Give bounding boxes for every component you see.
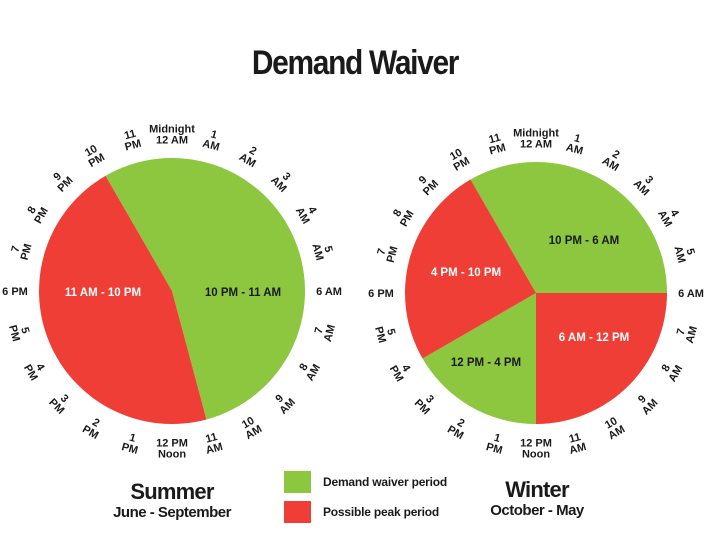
hour-label: 7PM	[8, 240, 34, 262]
hour-label: 8AM	[657, 358, 685, 384]
hour-label: 2AM	[237, 142, 263, 170]
hour-label: 2PM	[445, 414, 471, 442]
hour-label: 7AM	[311, 321, 338, 343]
summer-clock: 10 PM - 11 AM 11 AM - 10 PM Midnight 12 AM 1…	[2, 124, 342, 461]
summer-caption: Summer June - September	[96, 480, 248, 522]
hour-label: 5AM	[671, 242, 698, 264]
hour-label: 9AM	[632, 389, 660, 417]
hour-label: 6 AM	[316, 286, 342, 298]
winter-range: October - May	[490, 502, 584, 519]
segment-label: 11 AM - 10 PM	[65, 287, 141, 299]
hour-label: 2PM	[80, 414, 106, 442]
hour-label: 3AM	[631, 170, 659, 198]
hour-label: 3PM	[412, 389, 440, 417]
winter-caption: Winter October - May	[466, 478, 608, 520]
legend-label: Demand waiver period	[323, 475, 448, 489]
hour-label: 6 AM	[678, 288, 704, 300]
hour-label: Midnight 12 AM	[513, 128, 559, 151]
hour-label: 4AM	[655, 203, 683, 229]
peak-segment	[405, 179, 536, 359]
waiver-segment	[105, 158, 305, 420]
winter-clock: 10 PM - 6 AM 6 AM - 12 PM 12 PM - 4 PM 4 PM…	[368, 128, 704, 461]
hour-label: 1PM	[120, 430, 142, 456]
hour-label: 2AM	[600, 145, 626, 173]
hour-label: 11AM	[202, 430, 224, 457]
hour-label: 3PM	[46, 389, 74, 417]
hour-label: 12 PM Noon	[156, 438, 188, 461]
legend-item-peak: Possible peak period	[284, 497, 447, 527]
hour-label: 11PM	[121, 127, 143, 153]
hour-label: 1AM	[565, 131, 587, 158]
legend-item-waiver: Demand waiver period	[284, 467, 447, 497]
peak-swatch	[284, 501, 311, 523]
hour-label: 10AM	[238, 414, 264, 442]
hour-label: 10AM	[601, 414, 627, 442]
hour-label: 9PM	[48, 167, 76, 195]
hour-label: 6 PM	[368, 288, 394, 300]
segment-label: 10 PM - 11 AM	[205, 287, 281, 299]
segment-label: 4 PM - 10 PM	[431, 267, 501, 279]
hour-label: 12 PM Noon	[520, 438, 552, 461]
peak-segment	[536, 293, 667, 424]
hour-label: 8PM	[389, 203, 417, 229]
hour-label: 9AM	[270, 389, 298, 417]
hour-label: 5PM	[6, 321, 32, 343]
waiver-segment	[422, 293, 536, 424]
legend: Demand waiver period Possible peak perio…	[284, 467, 447, 527]
hour-label: 4PM	[21, 357, 49, 383]
waiver-segment	[470, 161, 667, 293]
hour-label: 10PM	[81, 142, 107, 170]
winter-title: Winter	[505, 477, 569, 502]
hour-label: 8PM	[23, 200, 51, 226]
hour-label: 8AM	[295, 357, 323, 383]
hour-label: Midnight 12 AM	[149, 124, 195, 147]
segment-label: 12 PM - 4 PM	[451, 357, 521, 369]
hour-label: 11AM	[565, 430, 587, 457]
summer-range: June - September	[113, 504, 231, 521]
hour-label: 6 PM	[2, 286, 28, 298]
hour-label: 4AM	[293, 200, 321, 226]
segment-label: 10 PM - 6 AM	[549, 235, 620, 247]
waiver-swatch	[284, 471, 311, 493]
segment-label: 6 AM - 12 PM	[559, 332, 630, 344]
hour-label: 9PM	[413, 170, 441, 198]
hour-label: 3AM	[268, 167, 296, 195]
hour-label: 1PM	[485, 430, 507, 456]
hour-label: 5AM	[309, 239, 336, 261]
peak-segment	[38, 175, 207, 424]
chart-title: Demand Waiver	[251, 44, 460, 82]
hour-label: 11PM	[485, 131, 507, 157]
summer-title: Summer	[130, 479, 214, 504]
hour-label: 1AM	[201, 127, 223, 154]
hour-label: 7PM	[374, 242, 400, 264]
legend-label: Possible peak period	[323, 505, 440, 519]
hour-label: 10PM	[446, 146, 472, 174]
hour-label: 4PM	[387, 358, 415, 384]
hour-label: 5PM	[372, 322, 398, 344]
hour-label: 7AM	[673, 322, 700, 344]
